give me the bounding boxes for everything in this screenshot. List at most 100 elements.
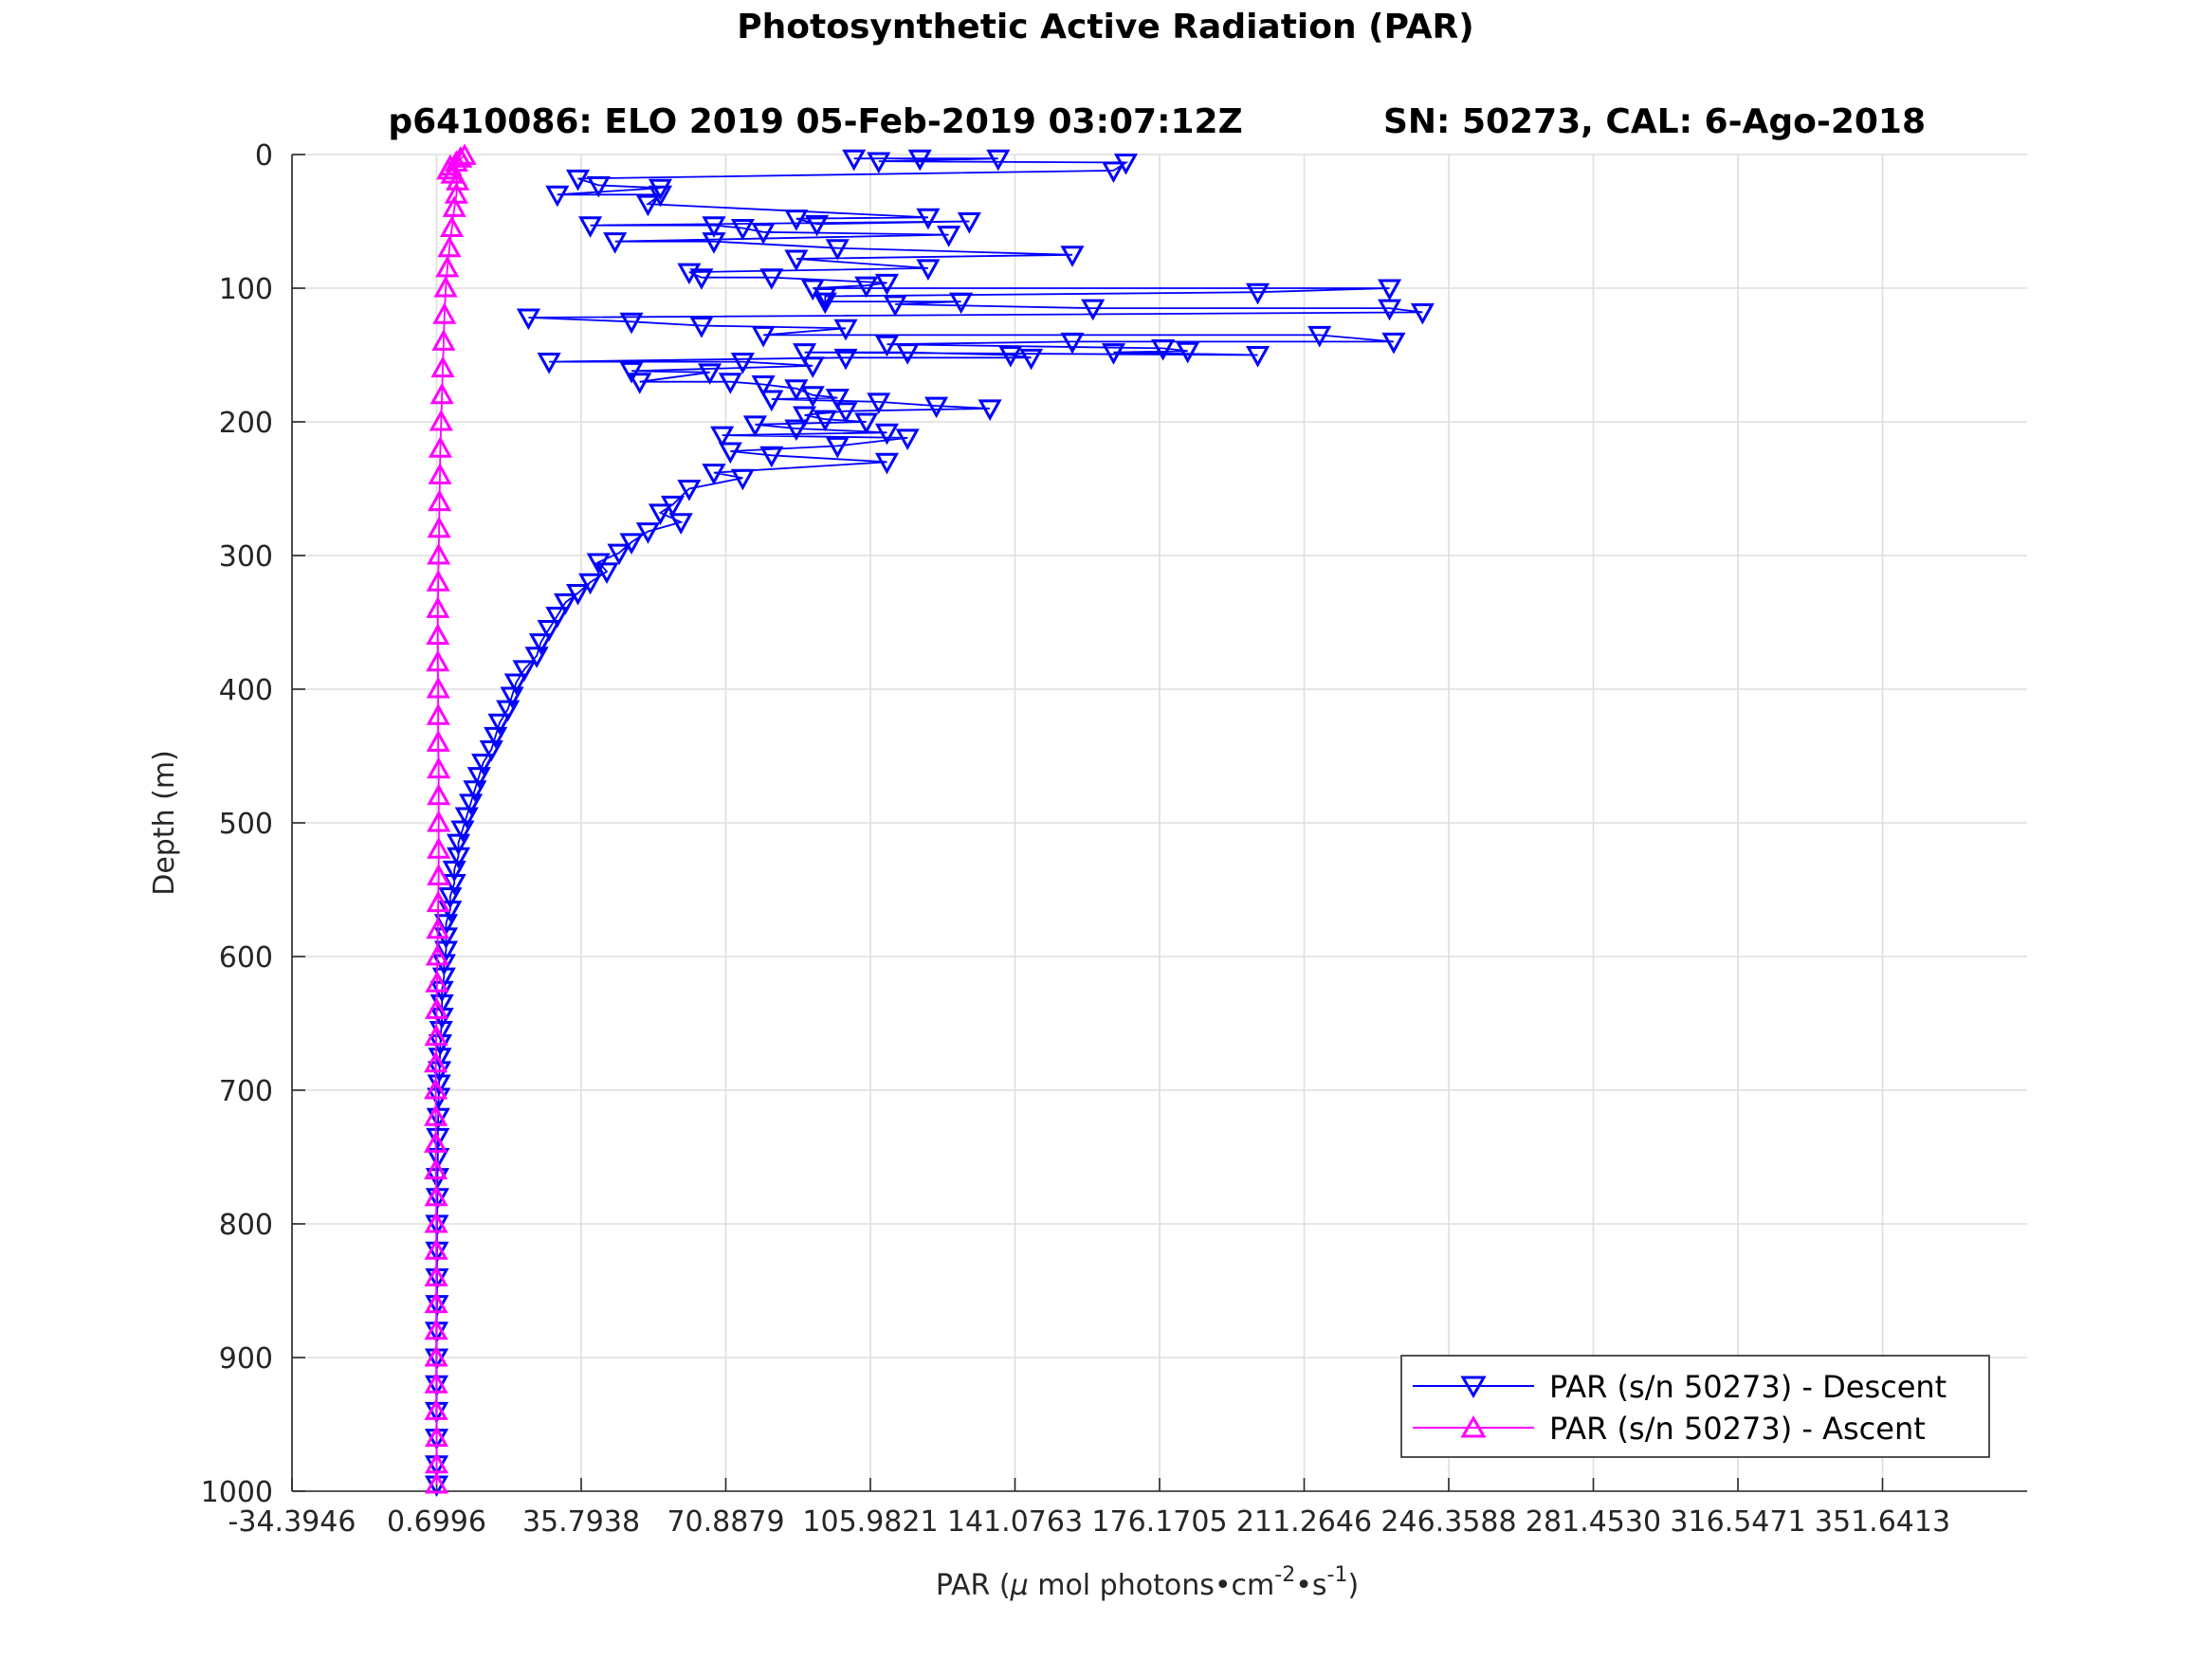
descent-point [487,713,512,736]
y-axis-ticks: 0 100 200 300 400 500 600 700 800 900 1000 [201,139,305,1509]
descent-point [751,375,776,397]
descent-point [463,780,487,802]
descent-point [867,152,891,174]
descent-point [867,392,891,414]
descent-line [435,157,1423,1485]
ascent-point [427,783,451,806]
ascent-point [444,150,468,172]
y-tick-label: 800 [219,1209,273,1242]
ascent-point [452,143,477,165]
ascent-point [437,235,462,258]
descent-point [537,353,561,374]
descent-point [619,533,644,555]
legend: PAR (s/n 50273) - Descent PAR (s/n 50273… [1400,1355,1990,1458]
x-tick-label: 176.1705 [1091,1505,1227,1539]
descent-point [1378,279,1402,301]
descent-point [730,468,755,491]
ascent-point [424,1318,448,1340]
ascent-point [427,837,451,859]
descent-point [702,216,726,238]
ascent-point [446,169,470,191]
data-series [424,143,1435,1498]
ascent-point [424,997,449,1019]
descent-point [833,319,858,341]
descent-point [1410,302,1435,325]
legend-descent-marker [1460,1376,1487,1398]
descent-point [1307,325,1332,348]
descent-point [1381,332,1406,355]
descent-point [1246,283,1271,305]
descent-point [1378,299,1402,321]
descent-point [751,223,776,245]
descent-point [916,259,941,281]
descent-point [759,446,784,468]
descent-point [545,185,570,208]
ascent-point [426,890,450,913]
ascent-point [432,302,457,324]
descent-point [710,426,735,448]
descent-point [998,346,1023,368]
ascent-series [424,143,477,1494]
descent-point [759,390,784,412]
descent-point [874,335,900,357]
ascent-point [424,1131,448,1153]
ascent-point [425,971,449,993]
x-tick-label: -34.3946 [229,1505,356,1539]
descent-point [466,767,491,789]
descent-point [718,373,742,394]
descent-point [648,178,673,201]
x-label-prefix: PAR ( [936,1569,1011,1602]
x-tick-label: 281.4530 [1526,1505,1661,1539]
descent-point [607,543,631,566]
x-label-exp1: -2 [1274,1563,1295,1587]
y-tick-label: 400 [219,674,273,707]
descent-point [784,210,809,231]
descent-point [1060,332,1085,355]
descent-point [1176,341,1200,364]
descent-point [459,793,484,815]
descent-point [957,212,981,234]
ascent-point [427,864,451,885]
legend-ascent-label: PAR (s/n 50273) - Ascent [1549,1411,1926,1447]
descent-point [619,312,644,335]
descent-point [702,464,726,485]
ascent-point [442,195,466,217]
x-axis-ticks: -34.3946 0.6996 35.7938 70.8879 105.9821 141.… [229,1478,1950,1539]
descent-point [730,353,755,374]
descent-point [854,276,879,299]
y-tick-label: 900 [219,1342,273,1376]
descent-point [825,239,850,261]
descent-point [874,273,900,296]
ascent-point [424,1158,448,1180]
ascent-point [424,1344,448,1367]
descent-point [698,363,722,385]
descent-point [442,860,466,883]
ascent-point [426,570,450,592]
y-tick-label: 600 [219,941,273,975]
descent-point [586,175,611,198]
descent-point [784,249,809,272]
ascent-point [430,382,454,405]
x-tick-label: 316.5471 [1670,1505,1805,1539]
descent-point [916,208,941,230]
descent-point [825,389,850,410]
descent-point [1151,338,1176,361]
ascent-point [424,1471,449,1494]
ascent-point [426,596,450,618]
y-axis-label: Depth (m) [148,750,181,896]
descent-point [528,633,553,655]
descent-point [813,286,837,309]
y-tick-label: 500 [219,808,273,841]
descent-point [793,343,817,365]
ascent-point [440,215,465,238]
ascent-point [426,623,450,646]
ascent-point [424,1398,448,1420]
descent-point [496,700,521,722]
descent-point [759,268,784,290]
descent-point [702,232,726,254]
ascent-point [424,1451,449,1474]
descent-point [446,847,471,869]
ascent-point [426,703,450,725]
descent-point [825,436,850,459]
ascent-point [426,917,450,939]
